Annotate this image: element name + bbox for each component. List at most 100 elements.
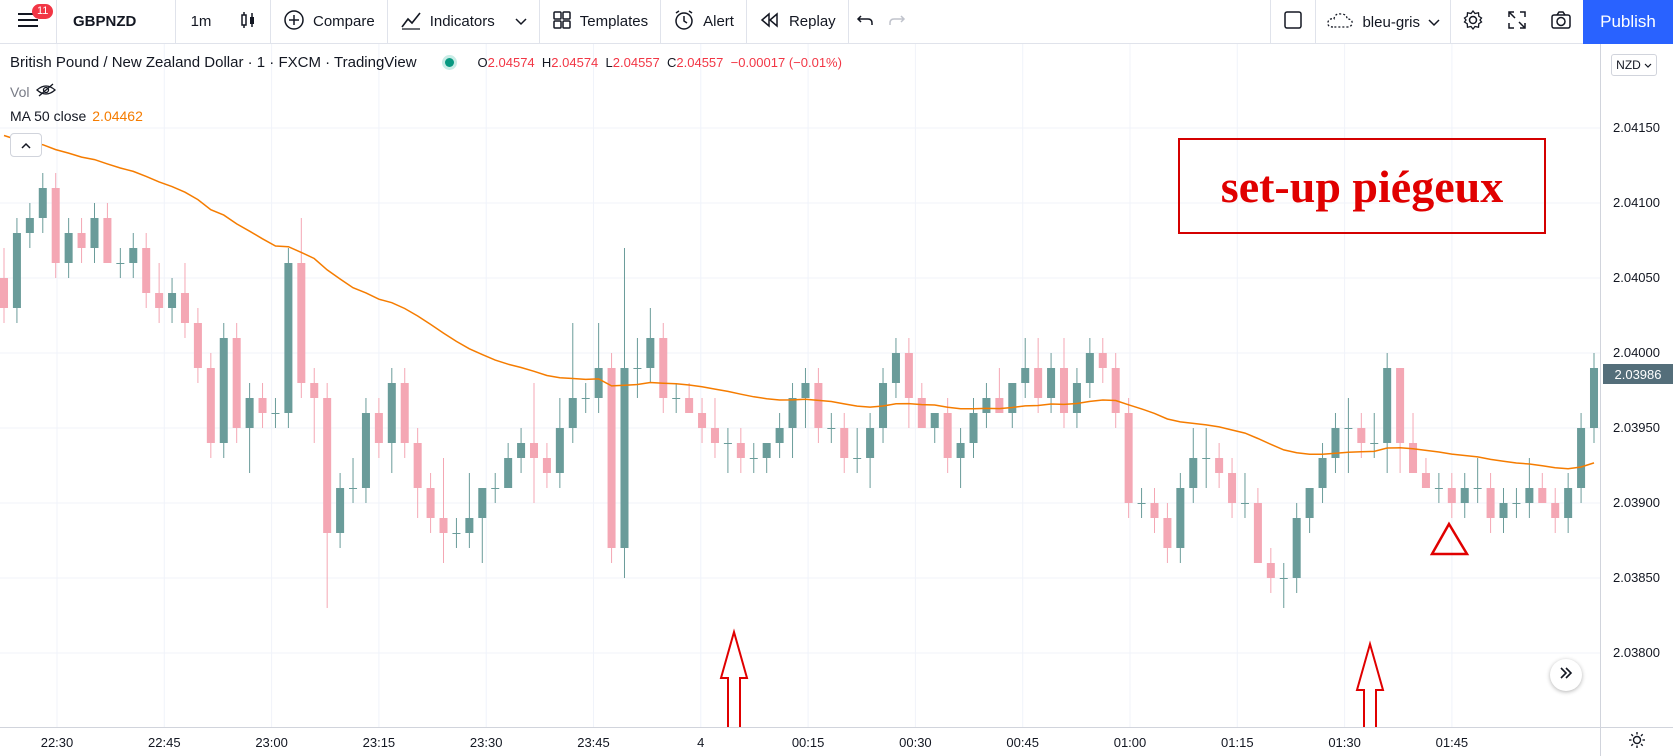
chevron-down-icon[interactable] [515, 13, 527, 30]
time-axis[interactable]: 22:30 22:45 23:00 23:15 23:30 23:45 4 00:15 00:3… [0, 727, 1600, 756]
price-tick-label: 2.04000 [1613, 345, 1660, 360]
candle-body [1409, 443, 1418, 473]
symbol-search-button[interactable]: GBPNZD [73, 13, 137, 30]
legend-volume[interactable]: Vol [10, 82, 57, 101]
candle-body [698, 413, 707, 428]
chevron-down-icon [1644, 58, 1652, 72]
chevron-up-icon [21, 138, 31, 152]
indicators-button[interactable]: Indicators [388, 0, 539, 44]
price-tick-label: 2.04050 [1613, 270, 1660, 285]
candle-body [555, 428, 564, 473]
settings-button[interactable] [1451, 0, 1495, 44]
candle-body [116, 263, 125, 264]
candle-body [1266, 563, 1275, 578]
candle-body [64, 233, 73, 263]
time-tick-label: 01:45 [1435, 735, 1469, 750]
candle-body [1421, 473, 1430, 488]
legend-collapse-button[interactable] [10, 133, 42, 157]
scroll-to-realtime-button[interactable] [1550, 659, 1582, 691]
main-menu-button[interactable]: 11 [0, 0, 56, 44]
notification-badge: 11 [32, 3, 54, 19]
price-axis[interactable]: NZD 2.04150 2.04100 2.04050 2.04000 2.03950 2… [1600, 44, 1673, 727]
replay-button[interactable]: Replay [747, 0, 848, 44]
undo-icon [856, 13, 874, 31]
gear-icon [1462, 9, 1484, 35]
candle-body [193, 323, 202, 368]
candle-body [452, 533, 461, 534]
fullscreen-button[interactable] [1495, 0, 1539, 44]
candle-body [1279, 578, 1288, 579]
price-chart[interactable] [0, 44, 1600, 727]
redo-button[interactable] [881, 0, 913, 44]
templates-label: Templates [579, 13, 649, 30]
toolbar-divider [1450, 0, 1451, 44]
candle-body [1370, 443, 1379, 444]
price-tick-label: 2.03900 [1613, 495, 1660, 510]
up-arrow-annotation[interactable] [719, 628, 749, 727]
replay-label: Replay [788, 13, 836, 30]
candle-body [814, 383, 823, 428]
candle-body [219, 338, 228, 443]
candle-body [517, 443, 526, 458]
price-tick-label: 2.03800 [1613, 645, 1660, 660]
annotation-text-box[interactable]: set-up piégeux [1178, 138, 1546, 234]
time-tick-label: 00:30 [899, 735, 932, 750]
indicators-label: Indicators [429, 13, 495, 30]
templates-button[interactable]: Templates [540, 0, 660, 44]
candle-body [1085, 353, 1094, 383]
compare-button[interactable]: Compare [271, 0, 387, 44]
candle-body [1253, 503, 1262, 563]
snapshot-button[interactable] [1539, 0, 1583, 44]
undo-button[interactable] [849, 0, 881, 44]
ma-line[interactable] [3, 134, 1595, 470]
candle-body [775, 428, 784, 443]
candle-body [969, 413, 978, 443]
chart-pane[interactable]: British Pound / New Zealand Dollar · 1 ·… [0, 44, 1600, 727]
candle-body [646, 338, 655, 368]
candle-body [1228, 473, 1237, 503]
candle-body [788, 398, 797, 428]
up-arrow-annotation[interactable] [1355, 640, 1385, 727]
toolbar-divider [386, 0, 388, 44]
candle-body [1486, 488, 1495, 518]
candle-body [38, 188, 47, 218]
currency-select[interactable]: NZD [1611, 54, 1657, 76]
candle-body [77, 233, 86, 248]
interval-button[interactable]: 1m [190, 13, 212, 30]
candle-body [1344, 428, 1353, 429]
layout-save-button[interactable]: bleu-gris [1316, 0, 1450, 44]
time-tick-label: 22:45 [148, 735, 181, 750]
candle-body [1111, 368, 1120, 413]
legend-ma[interactable]: MA 50 close 2.04462 [10, 108, 143, 124]
eye-hidden-icon[interactable] [35, 82, 57, 101]
candle-body [1589, 368, 1599, 428]
current-price-label: 2.03986 [1603, 364, 1673, 384]
candle-body [142, 248, 151, 293]
compare-label: Compare [313, 13, 375, 30]
candle-body [51, 188, 60, 263]
layout-name-label: bleu-gris [1362, 13, 1420, 31]
chart-style-button[interactable] [226, 0, 270, 44]
layout-select-button[interactable] [1271, 0, 1315, 44]
low-key: L [605, 55, 613, 70]
candle-body [1098, 353, 1107, 368]
candle-body [1512, 503, 1521, 504]
candle-body [1447, 488, 1456, 503]
time-tick-label: 01:30 [1328, 735, 1361, 750]
redo-icon [888, 13, 906, 31]
toolbar-divider [175, 0, 176, 44]
alert-button[interactable]: Alert [661, 0, 746, 44]
candle-body [168, 293, 177, 308]
time-tick-label: 00:45 [1006, 735, 1039, 750]
publish-button[interactable]: Publish [1583, 0, 1673, 44]
open-key: O [477, 55, 488, 70]
candle-body [853, 458, 862, 459]
symbol-title[interactable]: British Pound / New Zealand Dollar · 1 ·… [10, 54, 417, 71]
open-value: 2.04574 [487, 55, 535, 70]
candle-body [206, 368, 215, 443]
candle-body [284, 263, 293, 413]
triangle-annotation[interactable] [1429, 521, 1470, 556]
candle-body [129, 248, 138, 263]
axis-settings-button[interactable] [1600, 727, 1673, 756]
currency-label: NZD [1616, 58, 1641, 72]
